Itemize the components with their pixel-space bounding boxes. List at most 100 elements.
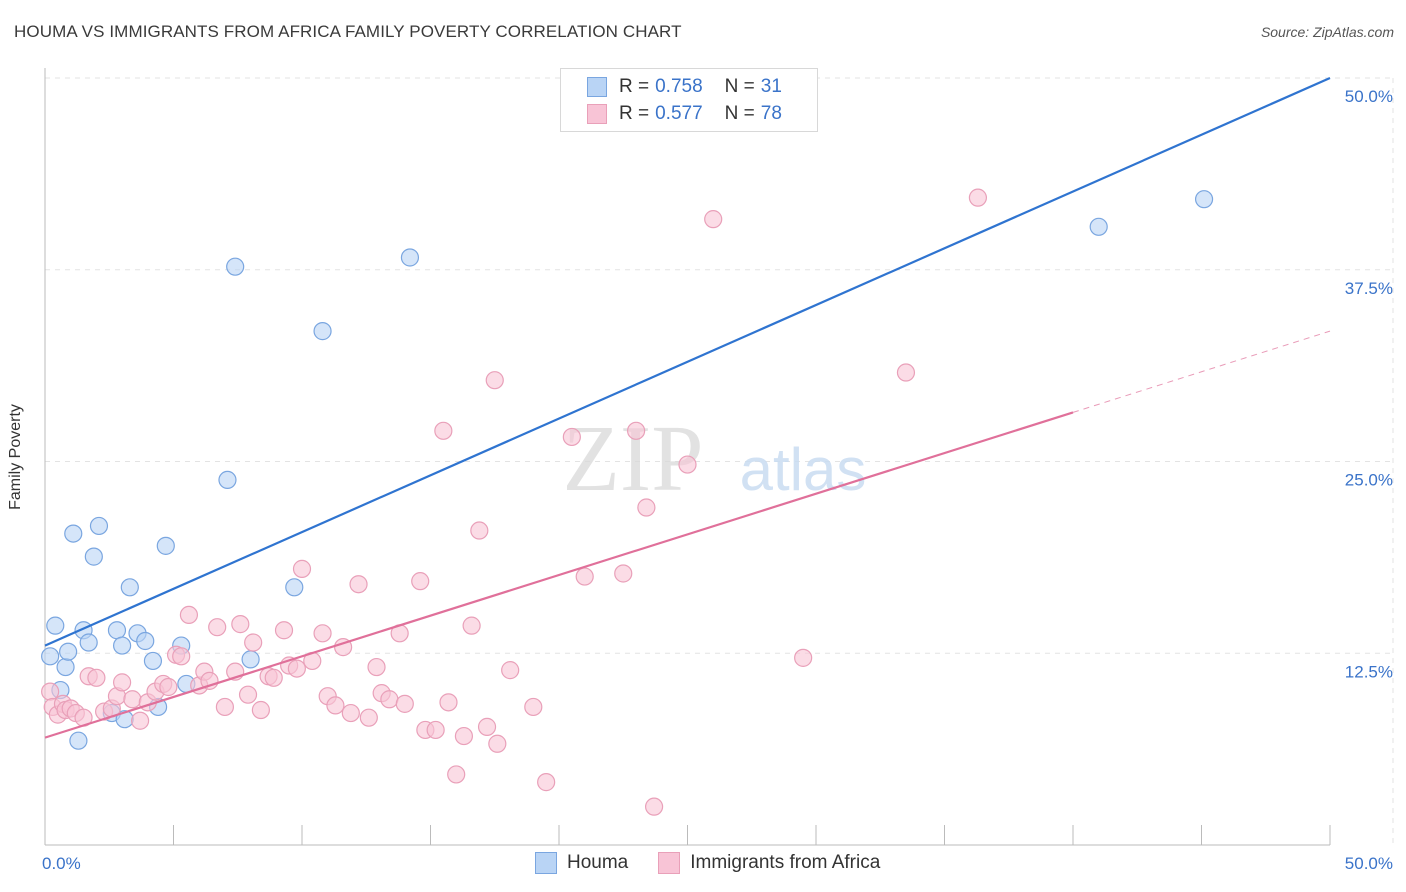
africa-point: [794, 648, 813, 667]
houma-trend-line: [44, 76, 1331, 647]
africa-point: [292, 559, 312, 578]
legend-item-houma[interactable]: Houma: [535, 852, 628, 874]
houma-point: [400, 248, 420, 267]
houma-point: [156, 536, 175, 555]
africa-point: [644, 797, 664, 816]
africa-point: [159, 677, 178, 697]
africa-trend-line: [44, 411, 1074, 739]
houma-point: [89, 516, 109, 536]
y-axis-label: Family Poverty: [7, 404, 24, 510]
houma-point: [84, 547, 103, 566]
africa-point: [488, 734, 507, 753]
africa-point: [395, 694, 414, 713]
houma-point: [313, 322, 332, 341]
africa-point: [172, 647, 191, 666]
legend-r-value: 0.577: [655, 103, 703, 124]
houma-point: [1089, 217, 1108, 236]
legend-n-value: 78: [760, 103, 782, 124]
axes: [44, 68, 1331, 846]
africa-point: [501, 661, 520, 680]
africa-point: [704, 210, 723, 229]
africa-point: [130, 711, 150, 730]
africa-swatch: [587, 104, 607, 124]
africa-point: [411, 572, 430, 591]
legend-r-label: R =: [619, 76, 650, 97]
africa-point: [470, 521, 489, 540]
houma-point: [56, 657, 75, 677]
gridlines: [45, 77, 1395, 845]
chart-source: Source: ZipAtlas.com: [1260, 24, 1394, 40]
africa-point: [447, 765, 466, 784]
scatter-points: [41, 188, 1214, 816]
africa-point: [244, 633, 263, 652]
africa-point: [123, 690, 142, 709]
africa-point: [562, 427, 581, 447]
houma-point: [1194, 190, 1214, 209]
y-tick-label: 37.5%: [1345, 279, 1393, 298]
africa-point: [215, 697, 234, 717]
houma-point: [241, 650, 260, 669]
africa-point: [477, 717, 497, 736]
africa-point: [524, 697, 543, 717]
x-tick-label: 0.0%: [42, 854, 81, 873]
houma-point: [46, 616, 65, 635]
tick-labels: 12.5% 25.0% 37.5% 50.0% 0.0% 50.0%: [42, 87, 1393, 873]
africa-point: [454, 726, 474, 746]
houma-point: [41, 647, 60, 666]
africa-point: [326, 696, 345, 715]
watermark-atlas: atlas: [740, 436, 867, 503]
legend-item-africa[interactable]: Immigrants from Africa: [658, 852, 880, 874]
africa-point: [313, 624, 332, 643]
africa-point: [434, 421, 453, 440]
africa-point: [367, 657, 386, 677]
chart-title: HOUMA VS IMMIGRANTS FROM AFRICA FAMILY P…: [14, 22, 682, 41]
legend-label-houma: Houma: [567, 852, 629, 873]
houma-point: [143, 651, 163, 671]
africa-point: [637, 498, 656, 517]
houma-point: [79, 633, 98, 652]
africa-point: [349, 575, 368, 594]
houma-point: [112, 636, 132, 655]
africa-point: [231, 615, 250, 634]
africa-point: [41, 682, 60, 701]
x-tick-label: 50.0%: [1345, 854, 1393, 873]
legend-row-africa: R = 0.577 N = 78: [587, 102, 782, 126]
africa-point: [359, 708, 378, 727]
africa-point: [341, 703, 360, 723]
africa-point: [287, 659, 306, 678]
houma-point: [136, 631, 155, 651]
africa-point: [380, 690, 399, 709]
legend-r-label: R =: [619, 103, 650, 124]
legend-row-houma: R = 0.758 N = 31: [587, 75, 782, 99]
houma-point: [64, 524, 83, 543]
africa-point: [626, 421, 646, 440]
africa-point: [112, 673, 132, 692]
legend-r-value: 0.758: [655, 76, 703, 97]
africa-point: [485, 371, 504, 390]
africa-point: [537, 773, 556, 792]
legend-n-label: N =: [724, 76, 755, 97]
africa-point: [968, 188, 988, 207]
houma-swatch: [587, 77, 607, 97]
houma-legend-swatch: [535, 852, 557, 874]
houma-point: [120, 578, 139, 597]
legend-n-label: N =: [724, 103, 755, 124]
africa-point: [575, 567, 594, 586]
trend-lines: [44, 76, 1331, 739]
africa-point: [264, 668, 283, 687]
legend-n-value: 31: [760, 76, 782, 97]
houma-point: [59, 642, 78, 661]
correlation-legend: R = 0.758 N = 31 R = 0.577 N = 78: [560, 68, 818, 132]
africa-point: [896, 363, 916, 382]
y-tick-label: 25.0%: [1345, 471, 1393, 490]
series-legend: Houma Immigrants from Africa: [535, 852, 910, 874]
houma-point: [285, 578, 304, 597]
y-tick-label: 50.0%: [1345, 87, 1393, 106]
houma-point: [218, 470, 237, 490]
legend-label-africa: Immigrants from Africa: [690, 852, 881, 873]
y-tick-label: 12.5%: [1345, 662, 1393, 681]
africa-point: [179, 605, 199, 625]
africa-point: [426, 720, 445, 740]
africa-point: [251, 700, 270, 720]
